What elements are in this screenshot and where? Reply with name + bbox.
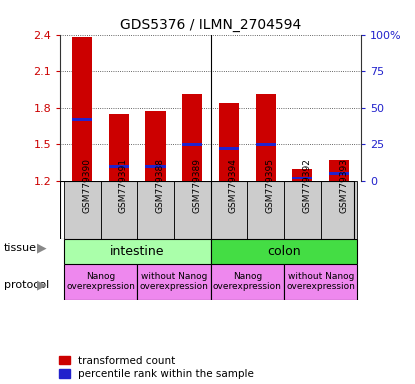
Text: protocol: protocol bbox=[4, 280, 49, 290]
Bar bbox=[100, 181, 137, 239]
Bar bbox=[137, 181, 174, 239]
Bar bbox=[174, 181, 210, 239]
Text: tissue: tissue bbox=[4, 243, 37, 253]
Bar bbox=[109, 165, 129, 167]
Bar bbox=[64, 239, 211, 264]
Bar bbox=[182, 143, 203, 146]
Bar bbox=[329, 160, 349, 181]
Text: GSM779390: GSM779390 bbox=[82, 158, 91, 213]
Bar bbox=[211, 239, 357, 264]
Title: GDS5376 / ILMN_2704594: GDS5376 / ILMN_2704594 bbox=[120, 18, 301, 32]
Text: GSM779389: GSM779389 bbox=[192, 158, 201, 213]
Text: GSM779395: GSM779395 bbox=[266, 158, 275, 213]
Text: GSM779393: GSM779393 bbox=[339, 158, 348, 213]
Bar bbox=[211, 264, 284, 300]
Text: GSM779392: GSM779392 bbox=[303, 158, 311, 213]
Text: Nanog
overexpression: Nanog overexpression bbox=[66, 272, 135, 291]
Text: without Nanog
overexpression: without Nanog overexpression bbox=[286, 272, 355, 291]
Text: GSM779391: GSM779391 bbox=[119, 158, 128, 213]
Text: intestine: intestine bbox=[110, 245, 164, 258]
Text: ▶: ▶ bbox=[37, 278, 47, 291]
Bar bbox=[247, 181, 284, 239]
Bar bbox=[256, 143, 276, 146]
Bar bbox=[219, 147, 239, 150]
Text: GSM779388: GSM779388 bbox=[156, 158, 165, 213]
Text: Nanog
overexpression: Nanog overexpression bbox=[213, 272, 282, 291]
Bar bbox=[64, 264, 137, 300]
Bar bbox=[256, 94, 276, 181]
Bar bbox=[72, 118, 92, 121]
Bar bbox=[219, 103, 239, 181]
Bar bbox=[211, 181, 247, 239]
Bar bbox=[292, 177, 312, 179]
Text: GSM779394: GSM779394 bbox=[229, 158, 238, 213]
Bar bbox=[109, 114, 129, 181]
Bar bbox=[292, 169, 312, 181]
Bar bbox=[284, 264, 357, 300]
Bar bbox=[146, 111, 166, 181]
Bar bbox=[321, 181, 357, 239]
Legend: transformed count, percentile rank within the sample: transformed count, percentile rank withi… bbox=[59, 356, 254, 379]
Bar bbox=[64, 181, 100, 239]
Text: ▶: ▶ bbox=[37, 241, 47, 254]
Bar bbox=[182, 94, 203, 181]
Text: without Nanog
overexpression: without Nanog overexpression bbox=[139, 272, 208, 291]
Bar bbox=[284, 181, 321, 239]
Bar bbox=[146, 165, 166, 167]
Bar bbox=[137, 264, 211, 300]
Bar bbox=[329, 172, 349, 175]
Bar bbox=[72, 37, 92, 181]
Text: colon: colon bbox=[267, 245, 301, 258]
